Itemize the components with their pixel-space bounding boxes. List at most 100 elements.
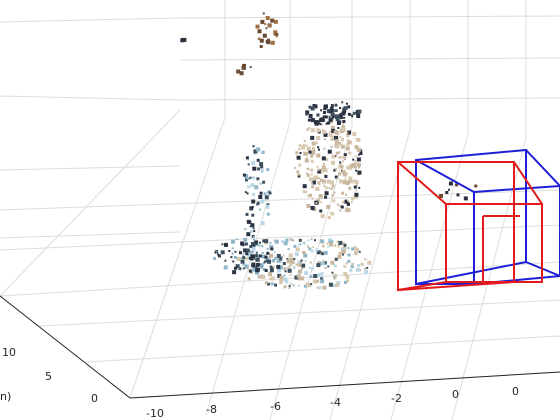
cloud-point xyxy=(311,141,316,146)
cloud-point xyxy=(217,254,221,258)
cloud-point xyxy=(243,237,248,242)
cloud-point xyxy=(252,227,255,230)
y-axis-line xyxy=(0,295,131,399)
cloud-point xyxy=(310,135,315,140)
cloud-point xyxy=(347,105,351,109)
cloud-point xyxy=(286,266,289,269)
cloud-point xyxy=(269,268,274,273)
cloud-point xyxy=(299,243,302,246)
cloud-point xyxy=(333,131,336,134)
cloud-point xyxy=(287,268,292,273)
cloud-point xyxy=(255,24,260,29)
grid-line xyxy=(0,231,181,239)
cloud-point xyxy=(253,230,256,233)
cloud-point xyxy=(254,185,259,190)
cloud-point xyxy=(249,176,252,179)
cloud-point xyxy=(244,242,248,246)
cloud-point xyxy=(303,143,305,146)
cloud-point xyxy=(308,247,312,251)
cloud-point xyxy=(342,253,344,256)
cloud-point xyxy=(353,195,358,200)
cloud-point xyxy=(311,185,315,189)
cloud-point xyxy=(264,269,268,272)
grid-line xyxy=(179,15,560,19)
cloud-point xyxy=(250,208,252,211)
cloud-point xyxy=(302,190,306,194)
cloud-point xyxy=(355,169,358,172)
cloud-point xyxy=(357,113,359,116)
cloud-point xyxy=(326,109,331,114)
cloud-point xyxy=(347,130,352,135)
cloud-point xyxy=(310,168,314,172)
cloud-point xyxy=(298,163,302,167)
cloud-point xyxy=(347,259,351,263)
cloud-point xyxy=(236,257,241,261)
cloud-point xyxy=(334,244,337,247)
cloud-point xyxy=(247,158,250,161)
cloud-point xyxy=(250,272,253,275)
point-cloud xyxy=(180,12,478,290)
cloud-point xyxy=(252,166,257,171)
grid-line xyxy=(0,189,560,211)
cloud-point xyxy=(306,173,310,177)
cloud-point xyxy=(316,130,319,133)
cloud-point xyxy=(357,170,362,175)
cloud-point xyxy=(351,197,354,201)
cloud-point xyxy=(320,272,324,276)
cloud-point xyxy=(364,267,366,270)
cloud-point xyxy=(249,256,253,260)
cloud-point xyxy=(339,120,342,123)
cloud-point xyxy=(245,248,250,253)
cloud-point xyxy=(242,173,246,177)
cloud-point xyxy=(334,257,338,261)
cloud-point xyxy=(337,254,342,259)
cloud-point xyxy=(294,252,299,257)
grid-line xyxy=(329,129,411,420)
cloud-point xyxy=(231,247,234,250)
cloud-point xyxy=(306,127,310,131)
cloud-point xyxy=(255,270,259,275)
cloud-point xyxy=(331,184,335,188)
cloud-point xyxy=(319,123,322,126)
cloud-point xyxy=(312,279,317,284)
cloud-point xyxy=(262,12,265,15)
y-axis-label: n) xyxy=(0,390,11,403)
cloud-point xyxy=(312,149,316,153)
cloud-point xyxy=(351,162,356,167)
cloud-point xyxy=(260,199,265,204)
cloud-point xyxy=(280,256,283,258)
cloud-point xyxy=(239,256,244,261)
cloud-point xyxy=(262,239,266,243)
cloud-point xyxy=(348,186,352,190)
grid-line xyxy=(0,95,181,101)
cloud-point xyxy=(331,117,334,120)
cloud-point xyxy=(273,32,277,36)
cloud-point xyxy=(251,246,256,251)
cloud-point xyxy=(309,193,313,197)
cloud-point xyxy=(351,247,355,251)
cloud-point xyxy=(266,168,270,172)
cloud-point xyxy=(251,242,254,245)
cloud-point xyxy=(319,178,323,182)
cloud-point xyxy=(322,129,327,134)
cloud-point xyxy=(286,259,291,264)
cloud-point xyxy=(298,175,301,178)
cloud-point xyxy=(340,138,344,141)
cloud-point xyxy=(328,187,331,190)
cloud-point xyxy=(356,147,361,152)
cloud-point xyxy=(322,162,325,165)
cloud-point xyxy=(249,206,254,211)
cloud-point xyxy=(347,247,350,250)
cloud-point xyxy=(326,205,331,209)
cloud-point xyxy=(257,38,260,41)
cloud-point xyxy=(242,256,246,260)
cloud-point xyxy=(346,139,349,142)
cloud-point xyxy=(258,254,262,258)
cloud-point xyxy=(271,266,273,269)
cloud-point xyxy=(341,170,346,175)
cloud-point xyxy=(267,259,272,264)
cloud-point xyxy=(213,257,217,260)
cloud-point xyxy=(321,244,325,248)
cloud-point xyxy=(260,221,265,226)
cloud-point xyxy=(318,194,323,199)
